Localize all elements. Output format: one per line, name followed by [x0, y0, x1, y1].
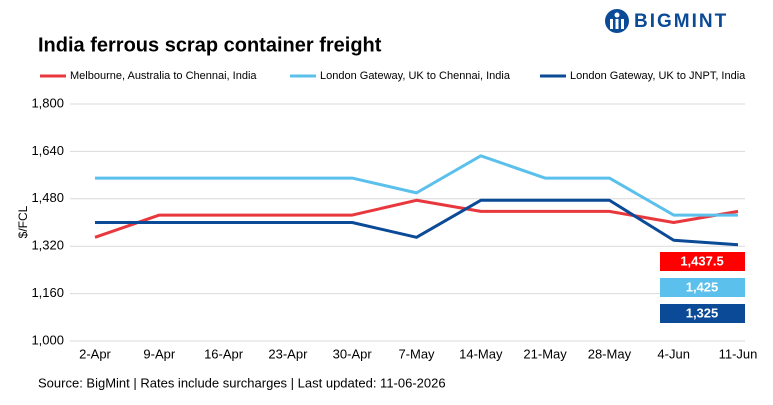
legend-label: London Gateway, UK to JNPT, India: [570, 70, 746, 82]
x-tick-label: 23-Apr: [268, 346, 308, 361]
x-tick-label: 4-Jun: [657, 346, 690, 361]
x-tick-label: 7-May: [398, 346, 435, 361]
logo-icon: [605, 9, 629, 33]
x-tick-label: 2-Apr: [79, 346, 111, 361]
value-label: 1,425: [686, 279, 719, 294]
y-tick-label: 1,480: [31, 190, 64, 205]
x-tick-label: 11-Jun: [719, 346, 758, 361]
logo-text: BIGMINT: [634, 11, 728, 32]
x-tick-label: 30-Apr: [333, 346, 373, 361]
x-tick-label: 28-May: [588, 346, 632, 361]
value-label: 1,437.5: [680, 253, 723, 268]
value-label-box: [660, 252, 745, 271]
source-note: Source: BigMint | Rates include surcharg…: [38, 375, 446, 390]
value-label-box: [660, 278, 745, 297]
x-tick-label: 14-May: [459, 346, 503, 361]
value-label-box: [660, 304, 745, 323]
y-axis-label: $/FCL: [16, 205, 30, 238]
y-tick-label: 1,800: [31, 95, 64, 110]
legend-label: London Gateway, UK to Chennai, India: [320, 70, 511, 82]
y-tick-label: 1,320: [31, 238, 64, 253]
chart-title: India ferrous scrap container freight: [38, 34, 382, 56]
series-line: [95, 154, 738, 217]
value-label: 1,325: [686, 305, 719, 320]
legend-label: Melbourne, Australia to Chennai, India: [70, 70, 257, 82]
x-tick-label: 21-May: [523, 346, 567, 361]
x-tick-label: 9-Apr: [143, 346, 175, 361]
y-tick-label: 1,640: [31, 143, 64, 158]
y-tick-label: 1,000: [31, 332, 64, 347]
x-tick-label: 16-Apr: [204, 346, 244, 361]
y-tick-label: 1,160: [31, 285, 64, 300]
series-line: [95, 198, 739, 247]
